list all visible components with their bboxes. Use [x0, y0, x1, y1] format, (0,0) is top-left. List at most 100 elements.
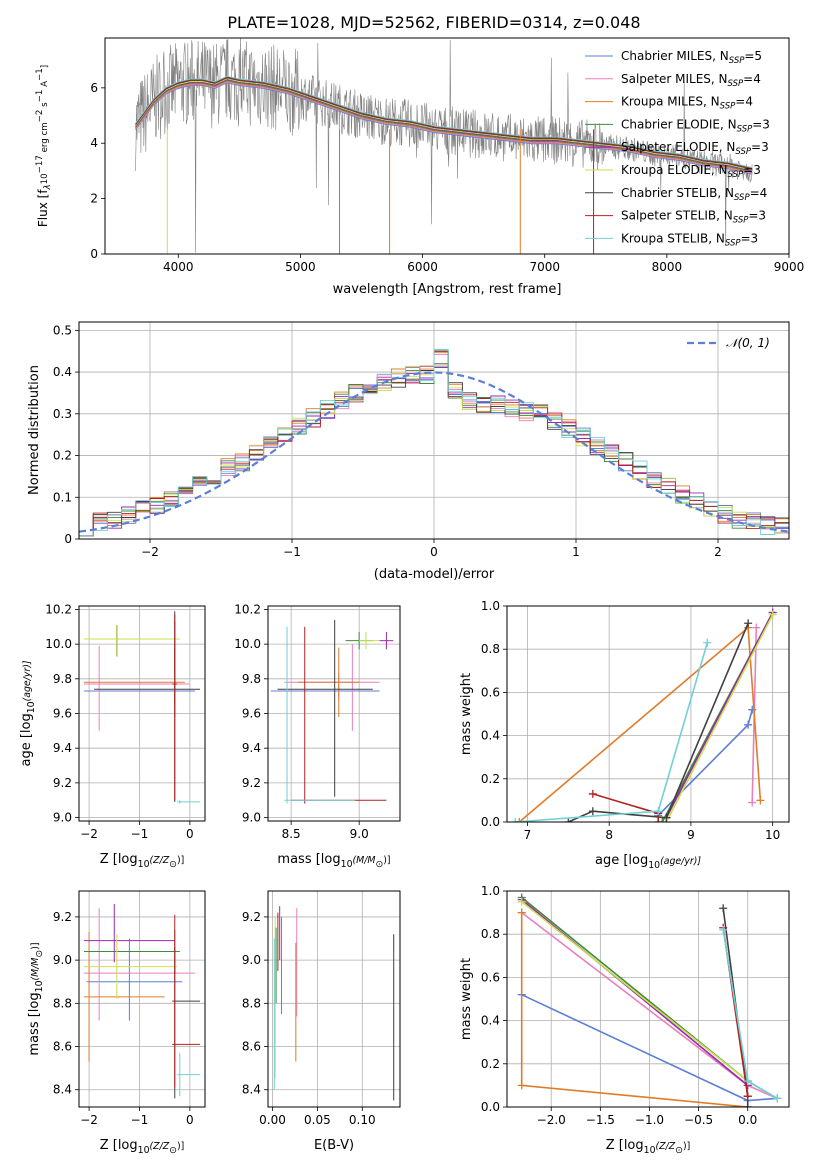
y-tick-label: 0.2 — [481, 1057, 500, 1071]
series-marker — [662, 813, 671, 822]
legend-label: Chabrier MILES, NSSP=5 — [621, 49, 762, 66]
histogram-kroupa-stelib — [79, 349, 789, 537]
series-marker — [768, 610, 777, 619]
y-tick-label: 0.4 — [481, 729, 500, 743]
series-marker — [564, 818, 573, 822]
y-tick-label: 9.4 — [242, 741, 261, 755]
x-axis-label-part: ⊙ — [169, 859, 177, 870]
legend-label: Kroupa ELODIE, NSSP=3 — [621, 163, 761, 180]
series-marker — [773, 1094, 782, 1103]
y-tick-label: 10.0 — [234, 637, 261, 651]
model-line-salpeter-elodie — [135, 79, 753, 172]
x-axis-label-part: 10 — [648, 860, 660, 871]
series-marker — [744, 619, 753, 628]
y-tick-label: 0.6 — [481, 685, 500, 699]
x-axis-label-part: )] — [383, 855, 390, 866]
y-tick-label: 8.4 — [242, 1083, 261, 1097]
y-axis-label: Flux [fλ10−17 erg cm−2 s−1 A−1] — [35, 65, 53, 227]
x-axis-label: mass [log10(M/M⊙)] — [277, 852, 390, 870]
model-line-chabrier-stelib — [135, 77, 753, 170]
legend-sub: SSP — [734, 193, 750, 203]
y-axis-label-part: erg cm — [40, 122, 50, 155]
y-tick-label: 9.6 — [53, 707, 72, 721]
y-tick-label: 9.6 — [242, 707, 261, 721]
y-axis-label-part: 10 — [40, 173, 50, 184]
axes-frame — [78, 321, 790, 540]
x-axis-label: (data-model)/error — [374, 567, 495, 582]
x-axis-label: Z [log10(Z/Z⊙)] — [100, 852, 185, 870]
model-line-salpeter-stelib — [135, 76, 753, 169]
chart-age-vs-mass: 8.5 9.0 9.0 9.2 9.4 9.6 9.8 10.0 10.2 mass [log10… — [234, 602, 401, 870]
legend-name: Chabrier ELODIE, N — [621, 117, 737, 131]
legend-sub: SSP — [737, 124, 753, 134]
x-tick-label: −1.0 — [635, 1113, 664, 1127]
axes-frame — [78, 605, 206, 822]
legend-sub: SSP — [728, 79, 744, 89]
x-tick-label: −2 — [80, 1113, 98, 1127]
x-axis-label: Z [log10(Z/Z⊙)] — [606, 1138, 691, 1156]
legend-name: Salpeter STELIB, N — [621, 209, 733, 223]
y-tick-label: 8.8 — [53, 996, 72, 1010]
legend-label: 𝒩(0, 1) — [726, 336, 770, 350]
x-tick-label: 4000 — [163, 260, 194, 274]
y-axis-label-part: A — [40, 81, 50, 90]
axes-frame — [506, 605, 790, 823]
series-marker — [654, 818, 663, 822]
legend-n: =3 — [751, 140, 769, 154]
y-axis-label-part: −2 — [35, 110, 45, 123]
axes-frame — [267, 890, 401, 1108]
x-axis-label-part: 10 — [341, 859, 353, 870]
legend-sub: SSP — [735, 147, 751, 157]
y-tick-label: 9.2 — [242, 776, 261, 790]
plot-area — [84, 611, 200, 804]
series-marker — [719, 904, 728, 913]
legend-n: =4 — [750, 186, 768, 200]
legend-label: Chabrier STELIB, NSSP=4 — [621, 186, 767, 203]
series-marker — [752, 623, 761, 632]
y-axis-label-part: −1 — [35, 90, 45, 103]
x-tick-label: 0.00 — [259, 1113, 286, 1127]
y-tick-label: 8.8 — [242, 996, 261, 1010]
x-tick-label: 0 — [430, 545, 438, 559]
x-tick-label: 8 — [605, 828, 613, 842]
series-marker — [744, 720, 753, 729]
y-tick-label: 0.4 — [53, 365, 72, 379]
y-axis-label-part: Flux [f — [36, 189, 50, 227]
y-tick-label: 9.2 — [242, 910, 261, 924]
x-axis-label-part: Z [log — [606, 1138, 644, 1153]
y-tick-label: 0.5 — [53, 323, 72, 337]
y-axis-label: Normed distribution — [27, 365, 42, 495]
x-tick-label: 9 — [687, 828, 695, 842]
legend-name: Kroupa MILES, N — [621, 95, 720, 109]
legend-n: =4 — [735, 95, 753, 109]
x-axis-label-part: ⊙ — [375, 859, 383, 870]
x-tick-label: −2 — [80, 827, 98, 841]
legend-sub: SSP — [728, 170, 744, 180]
legend-name: Kroupa STELIB, N — [621, 231, 725, 245]
x-axis-label-part: Z [log — [100, 1138, 138, 1153]
x-axis-label-part: 10 — [644, 1145, 656, 1156]
y-tick-label: 0.4 — [481, 1014, 500, 1028]
plot-area — [517, 893, 782, 1107]
y-axis-label-part: λ — [43, 184, 53, 190]
figure-title: PLATE=1028, MJD=52562, FIBERID=0314, z=0… — [227, 13, 640, 32]
y-axis-label-part: ⊙ — [34, 950, 45, 958]
plot-area — [270, 619, 394, 804]
y-tick-label: 9.0 — [53, 953, 72, 967]
y-tick-label: 0.0 — [481, 815, 500, 829]
series-marker — [748, 798, 757, 807]
y-tick-label: 9.4 — [53, 741, 72, 755]
x-tick-label: −1 — [283, 545, 301, 559]
y-tick-label: 9.0 — [53, 811, 72, 825]
x-tick-label: 7 — [524, 828, 532, 842]
series-marker — [654, 807, 663, 816]
x-axis-label-part: (Z/Z — [150, 1141, 170, 1152]
series-marker — [719, 925, 728, 934]
y-tick-label: 2 — [90, 192, 98, 206]
y-tick-label: 9.8 — [53, 672, 72, 686]
x-tick-label: 6000 — [407, 260, 438, 274]
y-tick-label: 0 — [90, 247, 98, 261]
series-marker — [756, 796, 765, 805]
